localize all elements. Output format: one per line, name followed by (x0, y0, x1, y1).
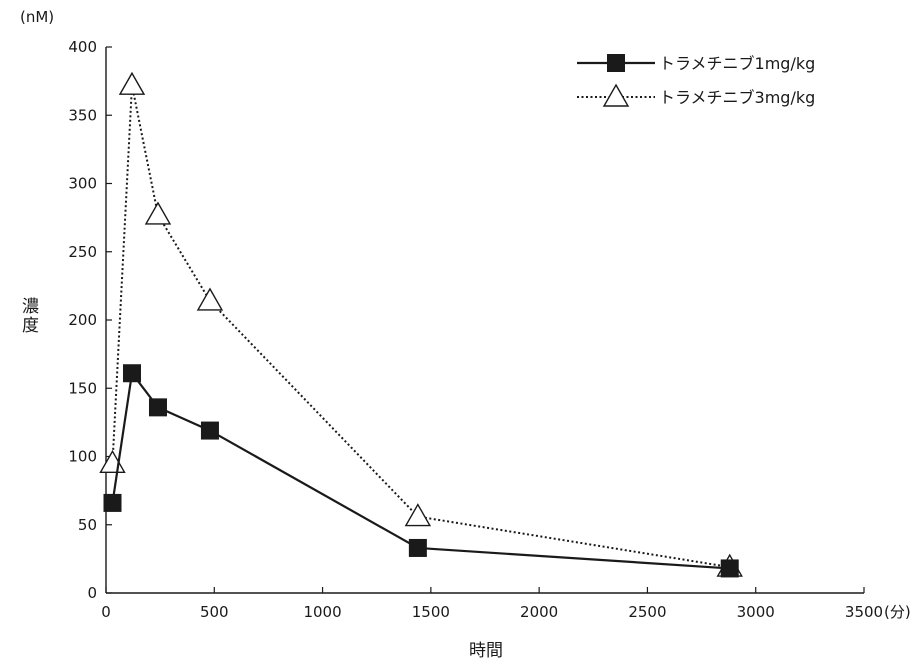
legend-label: トラメチニブ3mg/kg (659, 88, 815, 107)
y-tick-label: 350 (68, 106, 97, 124)
series-line (111, 370, 730, 570)
series-line (111, 85, 730, 569)
y-tick-label: 50 (78, 516, 97, 534)
axes (105, 46, 865, 594)
x-tick-label: 2500 (628, 603, 666, 621)
y-tick-label: 300 (68, 175, 97, 193)
x-tick-label: 0 (101, 603, 111, 621)
data-point-square (148, 398, 167, 417)
y-unit-label: (nM) (20, 8, 54, 26)
y-tick-label: 0 (87, 584, 97, 602)
data-point-triangle (118, 71, 146, 95)
y-tick-label: 250 (68, 243, 97, 261)
y-axis-title: 濃度 (22, 297, 39, 336)
x-tick-label: 500 (200, 603, 229, 621)
data-point-square (720, 559, 739, 578)
y-tick-label: 400 (68, 38, 97, 56)
x-tick-label: 3000 (737, 603, 775, 621)
tick-labels: 0 50 100 150 200 250 300 350 400 0 500 1000 1500 2000… (68, 38, 910, 621)
legend-marker (607, 54, 625, 72)
x-tick-label: 3500 (845, 603, 883, 621)
data-point-square (200, 421, 219, 440)
data-point-triangle (144, 201, 172, 225)
data-point-triangle (196, 287, 224, 311)
legend-label: トラメチニブ1mg/kg (659, 54, 815, 73)
data-point-triangle (404, 503, 432, 527)
x-unit-label: (分) (884, 603, 911, 621)
x-tick-label: 2000 (520, 603, 558, 621)
data-point-square (122, 364, 141, 383)
data-point-square (408, 538, 427, 557)
x-axis-title: 時間 (469, 641, 503, 661)
x-tick-label: 1000 (303, 603, 341, 621)
data-point-triangle (99, 449, 126, 474)
y-tick-label: 150 (68, 379, 97, 397)
data-point-square (103, 493, 122, 512)
y-tick-label: 100 (68, 448, 97, 466)
series-layer (99, 71, 743, 578)
y-tick-label: 200 (68, 311, 97, 329)
legend: トラメチニブ1mg/kg トラメチニブ3mg/kg (577, 54, 815, 107)
x-tick-label: 1500 (412, 603, 450, 621)
legend-marker (602, 83, 630, 107)
